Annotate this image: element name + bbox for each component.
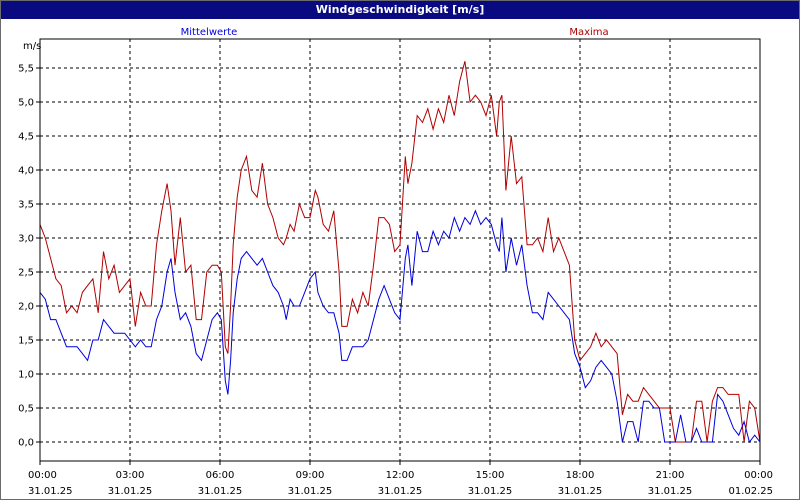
series-line-mittelwerte <box>39 209 761 444</box>
x-tick-date: 31.01.25 <box>108 486 153 497</box>
y-tick-label: 5,0 <box>18 98 34 109</box>
y-tick-label: 5,5 <box>18 64 34 75</box>
x-tick-time: 06:00 <box>206 470 235 481</box>
y-tick-label: 4,5 <box>18 132 34 143</box>
x-tick-time: 00:00 <box>744 470 773 481</box>
x-tick-date: 31.01.25 <box>288 486 333 497</box>
x-tick-time: 21:00 <box>656 470 685 481</box>
y-tick-label: 2,5 <box>18 268 34 279</box>
x-tick-time: 09:00 <box>296 470 325 481</box>
x-tick-time: 15:00 <box>476 470 505 481</box>
x-tick-date: 31.01.25 <box>378 486 423 497</box>
y-tick-label: 3,5 <box>18 200 34 211</box>
y-tick-label: 1,5 <box>18 336 34 347</box>
x-tick-date: 01.02.25 <box>728 486 773 497</box>
y-tick-label: 0,0 <box>18 438 34 449</box>
legend-maxima: Maxima <box>569 27 608 38</box>
x-tick-time: 12:00 <box>386 470 415 481</box>
window-title: Windgeschwindigkeit [m/s] <box>1 1 799 19</box>
x-tick-date: 31.01.25 <box>558 486 603 497</box>
y-tick-label: 2,0 <box>18 302 34 313</box>
series-line-maxima <box>39 61 761 443</box>
y-tick-label: 0,5 <box>18 404 34 415</box>
x-tick-date: 31.01.25 <box>648 486 693 497</box>
y-tick-label: 1,0 <box>18 370 34 381</box>
x-tick-date: 31.01.25 <box>28 486 73 497</box>
y-tick-label: 4,0 <box>18 166 34 177</box>
x-tick-time: 18:00 <box>566 470 595 481</box>
legend-mittelwerte: Mittelwerte <box>181 27 238 38</box>
chart-grid <box>40 39 760 461</box>
x-axis-ticks: 00:00 31.01.25 03:00 31.01.25 06:00 31.01.25 0… <box>28 461 773 497</box>
chart-series <box>39 61 761 444</box>
y-axis-ticks: 0,0 0,5 1,0 1,5 2,0 2,5 3,0 3,5 4,0 4,5 5,0 5,5 <box>18 64 40 449</box>
x-tick-date: 31.01.25 <box>468 486 513 497</box>
y-tick-label: 3,0 <box>18 234 34 245</box>
y-axis-label: m/s <box>23 41 41 52</box>
x-tick-time: 00:00 <box>28 470 57 481</box>
plot-frame <box>39 38 761 462</box>
x-tick-date: 31.01.25 <box>198 486 243 497</box>
x-tick-time: 03:00 <box>116 470 145 481</box>
